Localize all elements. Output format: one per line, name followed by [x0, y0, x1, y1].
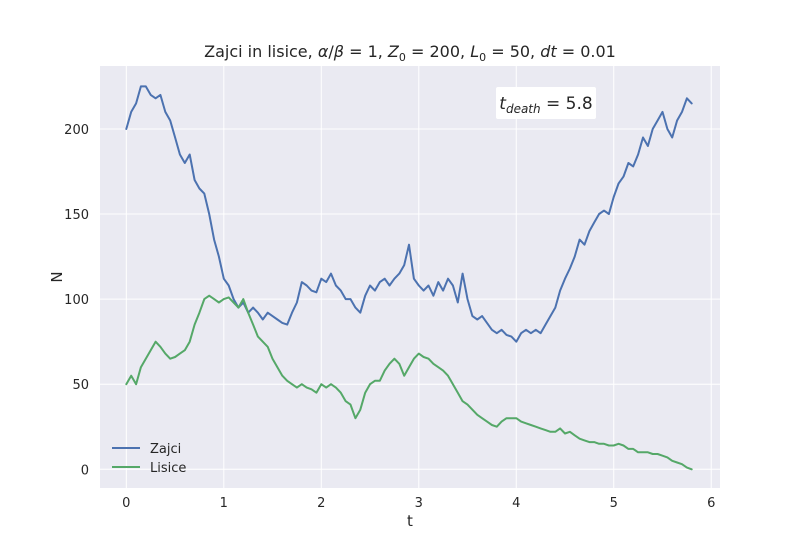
annotation-text: tdeath = 5.8	[499, 94, 592, 116]
chart-title: Zajci in lisice, α/β = 1, Z0 = 200, L0 =…	[204, 42, 616, 64]
plot-area	[100, 66, 720, 488]
y-tick-labels: 0 50 100 150 200	[64, 123, 89, 478]
y-tick-label: 150	[64, 208, 89, 223]
y-tick-label: 100	[64, 293, 89, 308]
x-tick-label: 0	[122, 496, 130, 511]
death-time-annotation: tdeath = 5.8	[496, 87, 596, 119]
legend-label-zajci: Zajci	[150, 442, 181, 457]
x-tick-label: 6	[707, 496, 715, 511]
y-axis-label: N	[48, 271, 66, 282]
annotation-box	[496, 87, 596, 119]
series-line-zajci	[125, 85, 693, 343]
x-tick-label: 3	[415, 496, 423, 511]
legend: Zajci Lisice	[112, 442, 186, 476]
y-tick-label: 50	[72, 378, 89, 393]
x-axis-label: t	[407, 512, 413, 530]
x-tick-label: 2	[317, 496, 325, 511]
x-tick-labels: 0 1 2 3 4 5 6	[122, 496, 715, 511]
x-tick-label: 4	[512, 496, 520, 511]
legend-label-lisice: Lisice	[150, 461, 186, 476]
y-tick-label: 0	[81, 463, 89, 478]
x-tick-label: 5	[610, 496, 618, 511]
x-tick-label: 1	[220, 496, 228, 511]
data-series	[125, 85, 693, 471]
series-line-lisice	[125, 294, 693, 471]
grid-lines	[100, 66, 720, 488]
y-tick-label: 200	[64, 123, 89, 138]
